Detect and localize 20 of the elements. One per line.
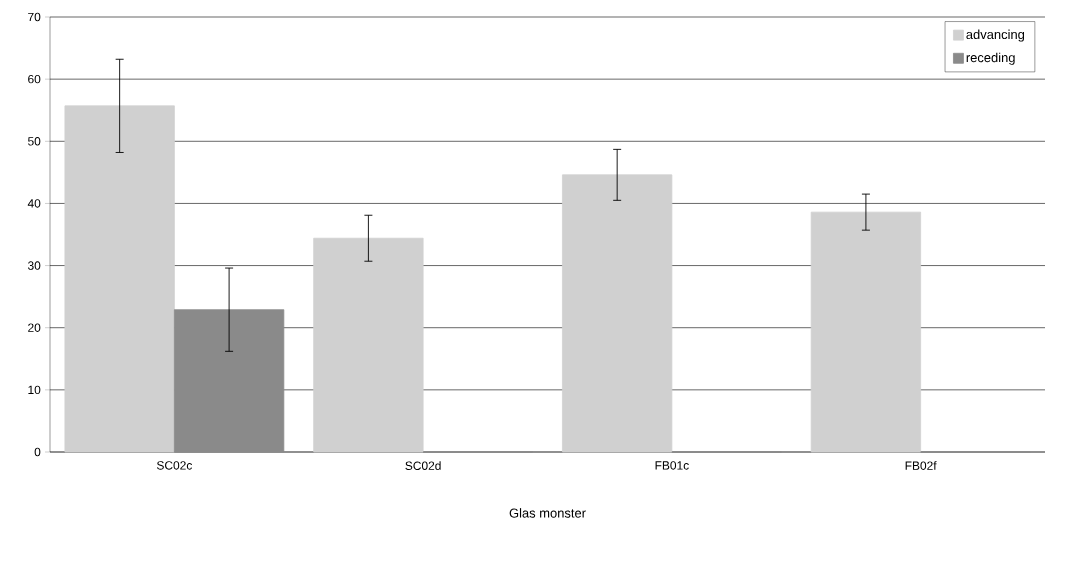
x-tick-label: FB02f: [905, 461, 937, 470]
y-tick-label: 10: [28, 385, 41, 395]
y-tick-label: 70: [28, 12, 41, 22]
y-tick-label: 40: [27, 199, 41, 208]
bar: [562, 174, 673, 453]
legend-label: advancing: [966, 29, 1025, 42]
y-tick-label: 50: [28, 137, 41, 146]
y-tick-label: 30: [27, 261, 41, 270]
legend-label: receding: [966, 52, 1015, 65]
y-tick-label: 60: [28, 74, 41, 84]
x-axis-title: Glas monster: [509, 508, 586, 518]
y-tick-label: 0: [34, 447, 41, 457]
bar: [173, 309, 285, 453]
x-tick-label: SC02d: [405, 461, 441, 470]
x-tick-label: FB01c: [655, 461, 689, 470]
bar: [313, 237, 424, 453]
bar: [64, 105, 175, 453]
x-tick-label: SC02c: [156, 461, 192, 470]
y-tick-label: 20: [28, 323, 41, 332]
bar: [810, 211, 922, 453]
